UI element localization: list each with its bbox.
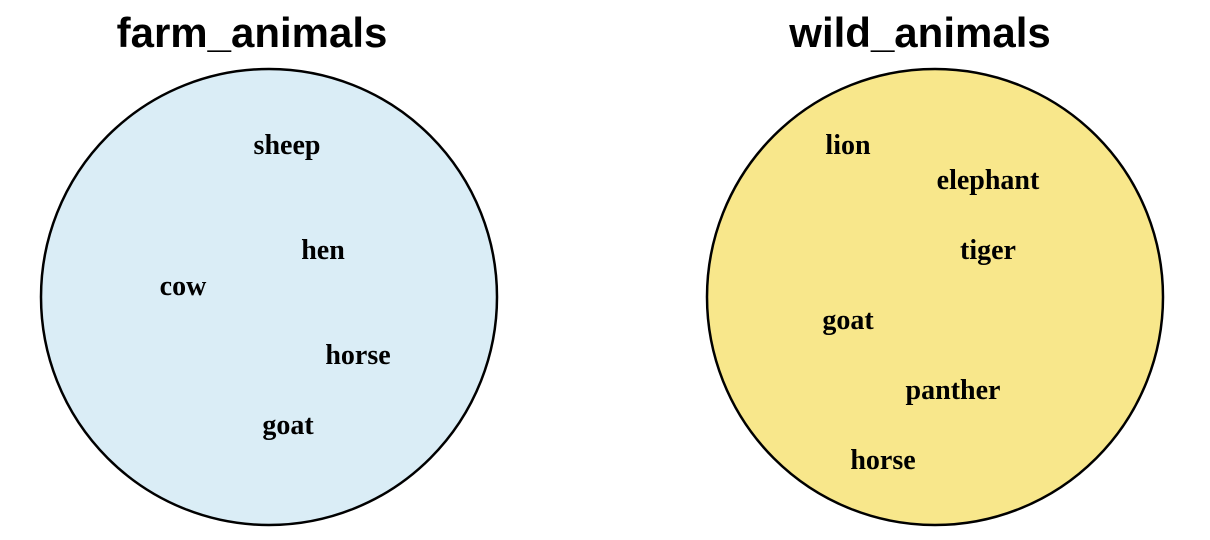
wild-animals-title: wild_animals <box>789 9 1051 56</box>
farm-member-sheep: sheep <box>254 130 321 161</box>
wild-animals-circle <box>705 67 1165 527</box>
farm-member-goat: goat <box>262 410 314 441</box>
farm-member-horse: horse <box>325 340 390 371</box>
farm-animals-title: farm_animals <box>116 9 388 56</box>
wild-member-horse: horse <box>850 445 915 476</box>
wild-member-elephant: elephant <box>937 165 1040 196</box>
wild-member-goat: goat <box>822 305 874 336</box>
wild-member-tiger: tiger <box>960 235 1016 266</box>
wild-member-lion: lion <box>825 130 871 161</box>
wild-member-panther: panther <box>906 375 1001 406</box>
farm-member-cow: cow <box>160 271 207 302</box>
farm-member-hen: hen <box>301 235 345 266</box>
farm-animals-circle <box>39 67 499 527</box>
